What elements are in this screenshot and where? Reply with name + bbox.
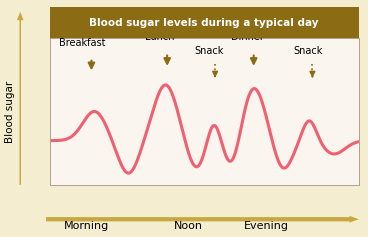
- Text: Evening: Evening: [244, 221, 289, 231]
- Text: Breakfast: Breakfast: [59, 38, 105, 48]
- Text: Blood sugar: Blood sugar: [5, 80, 15, 142]
- Text: Morning: Morning: [64, 221, 109, 231]
- Text: Snack: Snack: [194, 46, 224, 55]
- Text: Snack: Snack: [293, 46, 322, 55]
- Text: Blood sugar levels during a typical day: Blood sugar levels during a typical day: [89, 18, 319, 27]
- Text: Dinner: Dinner: [231, 32, 264, 42]
- Text: Lunch: Lunch: [145, 32, 174, 42]
- Text: Noon: Noon: [174, 221, 203, 231]
